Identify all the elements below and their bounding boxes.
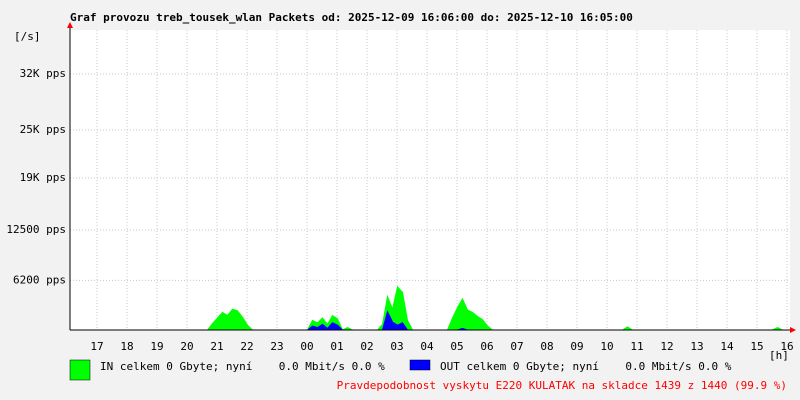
x-tick-label: 17: [90, 340, 103, 353]
x-tick-label: 13: [690, 340, 703, 353]
y-arrow: [67, 22, 73, 28]
y-tick-label: 19K pps: [20, 171, 66, 184]
x-tick-label: 16: [780, 340, 793, 353]
x-tick-label: 09: [570, 340, 583, 353]
grid: [70, 30, 790, 330]
x-tick-label: 12: [660, 340, 673, 353]
x-tick-label: 07: [510, 340, 523, 353]
x-tick-label: 14: [720, 340, 734, 353]
x-tick-label: 02: [360, 340, 373, 353]
x-tick-label: 06: [480, 340, 493, 353]
x-tick-label: 21: [210, 340, 223, 353]
y-tick-label: 6200 pps: [13, 273, 66, 286]
x-arrow: [790, 327, 796, 333]
x-tick-label: 04: [420, 340, 434, 353]
x-tick-label: 00: [300, 340, 313, 353]
x-tick-label: 10: [600, 340, 613, 353]
legend-label: IN celkem 0 Gbyte; nyní 0.0 Mbit/s 0.0 %: [100, 360, 385, 373]
x-tick-label: 22: [240, 340, 253, 353]
y-tick-label: 32K pps: [20, 67, 66, 80]
legend-swatch: [409, 359, 431, 371]
y-tick-label: 12500 pps: [6, 223, 66, 236]
legend-label: OUT celkem 0 Gbyte; nyní 0.0 Mbit/s 0.0 …: [440, 360, 732, 373]
x-tick-label: 05: [450, 340, 463, 353]
x-unit: [h]: [769, 349, 789, 362]
x-tick-label: 23: [270, 340, 283, 353]
x-tick-label: 01: [330, 340, 343, 353]
plot-area: [70, 30, 790, 330]
x-tick-label: 18: [120, 340, 133, 353]
x-tick-label: 03: [390, 340, 403, 353]
y-tick-label: 25K pps: [20, 123, 66, 136]
x-tick-label: 15: [750, 340, 763, 353]
chart-title: Graf provozu treb_tousek_wlan Packets od…: [70, 11, 633, 24]
x-tick-label: 11: [630, 340, 643, 353]
legend-swatch: [69, 359, 91, 381]
y-unit: [/s]: [14, 30, 41, 43]
x-tick-label: 19: [150, 340, 163, 353]
x-tick-label: 08: [540, 340, 553, 353]
note: Pravdepodobnost vyskytu E220 KULATAK na …: [337, 379, 787, 392]
x-tick-label: 20: [180, 340, 193, 353]
